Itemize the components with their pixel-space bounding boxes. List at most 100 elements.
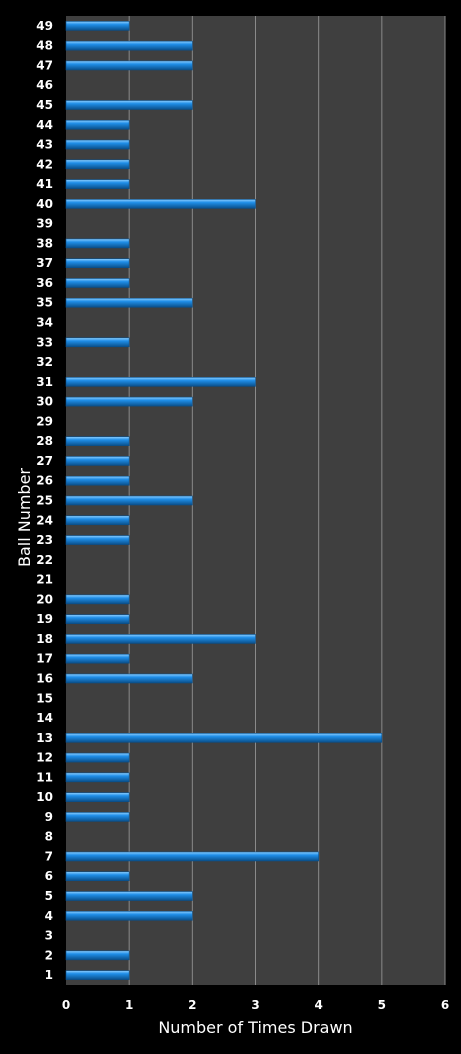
bar-ball-44: [65, 119, 130, 130]
bar-ball-7: [65, 851, 319, 862]
bar-ball-13: [65, 733, 383, 743]
y-tick-label: 44: [36, 118, 53, 132]
bar-ball-49: [65, 21, 130, 31]
y-tick-label: 38: [36, 236, 53, 250]
y-tick-label: 6: [45, 869, 53, 883]
y-tick-label: 20: [36, 592, 53, 606]
bars: [65, 21, 383, 980]
y-axis-title: Ball Number: [15, 468, 34, 567]
y-tick-label: 23: [36, 533, 53, 547]
y-tick-label: 15: [36, 691, 53, 705]
y-tick-label: 16: [36, 671, 53, 685]
y-tick-label: 42: [36, 157, 53, 171]
y-tick-label: 34: [36, 316, 53, 330]
y-tick-label: 7: [45, 849, 53, 863]
bar-ball-19: [65, 614, 130, 624]
y-tick-label: 46: [36, 78, 53, 92]
bar-ball-28: [65, 436, 130, 446]
bar-ball-42: [65, 159, 130, 170]
bar-ball-43: [65, 139, 130, 150]
y-tick-label: 8: [45, 830, 53, 844]
x-tick-label: 0: [62, 998, 70, 1012]
bar-ball-37: [65, 258, 130, 268]
bar-ball-23: [65, 535, 130, 545]
y-tick-label: 43: [36, 138, 53, 152]
x-tick-label: 5: [378, 998, 386, 1012]
bar-ball-9: [65, 812, 130, 822]
y-tick-label: 22: [36, 553, 53, 567]
y-tick-label: 19: [36, 612, 53, 626]
bar-ball-47: [65, 60, 193, 71]
x-tick-label: 3: [251, 998, 259, 1012]
y-tick-label: 28: [36, 434, 53, 448]
x-tick-label: 1: [125, 998, 133, 1012]
bar-ball-41: [65, 179, 130, 189]
x-tick-label: 2: [188, 998, 196, 1012]
y-tick-label: 9: [45, 810, 53, 824]
y-tick-label: 10: [36, 790, 53, 804]
y-tick-label: 45: [36, 98, 53, 112]
bar-ball-4: [65, 910, 193, 921]
bar-ball-18: [65, 634, 256, 644]
bar-ball-6: [65, 871, 130, 882]
bar-ball-45: [65, 100, 193, 110]
y-tick-label: 36: [36, 276, 53, 290]
bar-ball-30: [65, 396, 193, 407]
bar-ball-24: [65, 515, 130, 526]
y-tick-label: 40: [36, 197, 53, 211]
y-tick-label: 48: [36, 39, 53, 53]
y-tick-label: 3: [45, 929, 53, 943]
y-tick-label: 13: [36, 731, 53, 745]
y-tick-label: 33: [36, 335, 53, 349]
y-tick-label: 5: [45, 889, 53, 903]
y-tick-label: 24: [36, 513, 53, 527]
x-tick-labels: 0 1 2 3 4 5 6: [62, 998, 449, 1012]
bar-ball-20: [65, 594, 130, 605]
bar-ball-25: [65, 495, 193, 506]
y-tick-label: 27: [36, 454, 53, 468]
y-tick-label: 25: [36, 494, 53, 508]
y-tick-label: 1: [45, 968, 53, 982]
bar-ball-26: [65, 475, 130, 486]
y-tick-label: 11: [36, 770, 53, 784]
y-tick-label: 18: [36, 632, 53, 646]
bar-ball-33: [65, 337, 130, 348]
y-tick-label: 35: [36, 296, 53, 310]
y-tick-label: 26: [36, 474, 53, 488]
bar-ball-27: [65, 456, 130, 466]
y-tick-label: 29: [36, 414, 53, 428]
y-tick-label: 41: [36, 177, 53, 191]
bar-ball-31: [65, 377, 256, 387]
y-tick-label: 21: [36, 573, 53, 587]
bar-ball-35: [65, 297, 193, 308]
y-tick-label: 2: [45, 948, 53, 962]
bar-ball-12: [65, 752, 130, 763]
y-tick-label: 39: [36, 217, 53, 231]
bar-ball-17: [65, 653, 130, 664]
x-axis-title: Number of Times Drawn: [158, 1018, 352, 1037]
bar-ball-38: [65, 238, 130, 249]
y-tick-label: 49: [36, 19, 53, 33]
y-tick-label: 32: [36, 355, 53, 369]
bar-ball-5: [65, 891, 193, 901]
bar-ball-40: [65, 199, 256, 209]
y-tick-label: 14: [36, 711, 53, 725]
y-tick-labels: 1234567891011121314151617181920212223242…: [36, 19, 53, 982]
bar-ball-48: [65, 40, 193, 51]
y-tick-label: 31: [36, 375, 53, 389]
y-tick-label: 4: [45, 909, 53, 923]
y-tick-label: 17: [36, 652, 53, 666]
bar-ball-2: [65, 950, 130, 961]
bar-ball-10: [65, 792, 130, 802]
bar-ball-16: [65, 673, 193, 684]
y-tick-label: 30: [36, 395, 53, 409]
y-tick-label: 47: [36, 58, 53, 72]
y-tick-label: 37: [36, 256, 53, 270]
x-tick-label: 6: [441, 998, 449, 1012]
bar-ball-11: [65, 772, 130, 783]
bar-ball-1: [65, 970, 130, 980]
x-tick-label: 4: [314, 998, 322, 1012]
y-tick-label: 12: [36, 751, 53, 765]
